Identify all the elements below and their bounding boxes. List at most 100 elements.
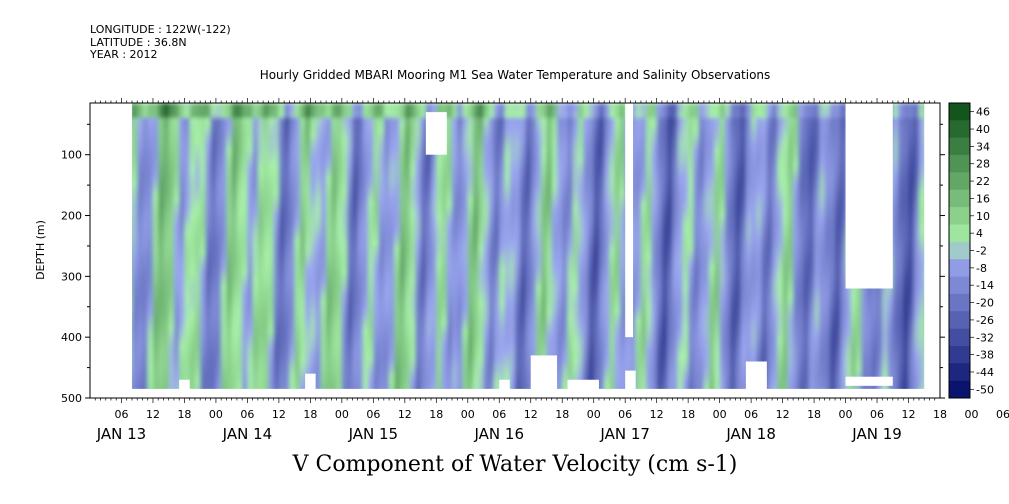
contour-cell xyxy=(357,383,364,389)
contour-cell xyxy=(383,353,390,360)
contour-cell xyxy=(520,314,527,321)
contour-cell xyxy=(137,334,144,340)
contour-cell xyxy=(289,299,296,306)
contour-cell xyxy=(252,206,259,212)
contour-cell xyxy=(299,363,306,370)
contour-cell xyxy=(194,221,201,227)
contour-cell xyxy=(205,147,212,153)
contour-cell xyxy=(215,339,222,345)
contour-cell xyxy=(200,157,207,163)
contour-cell xyxy=(158,157,165,163)
contour-cell xyxy=(278,260,285,267)
contour-cell xyxy=(263,319,270,326)
contour-cell xyxy=(373,216,380,222)
contour-cell xyxy=(368,176,375,183)
contour-cell xyxy=(142,216,149,222)
contour-cell xyxy=(231,230,238,237)
contour-cell xyxy=(189,117,196,124)
contour-cell xyxy=(315,127,322,134)
contour-cell xyxy=(336,363,343,370)
contour-cell xyxy=(373,225,380,232)
contour-cell xyxy=(389,103,396,109)
contour-cell xyxy=(210,235,217,242)
contour-cell xyxy=(373,107,380,114)
contour-cell xyxy=(436,171,443,178)
contour-cell xyxy=(483,314,490,321)
contour-cell xyxy=(336,122,343,129)
contour-cell xyxy=(326,284,333,291)
contour-cell xyxy=(326,373,333,380)
contour-cell xyxy=(352,103,359,109)
contour-cell xyxy=(231,221,238,227)
contour-cell xyxy=(467,157,474,163)
contour-cell xyxy=(483,373,490,380)
contour-cell xyxy=(420,132,427,139)
contour-cell xyxy=(368,181,375,188)
contour-cell xyxy=(383,324,390,330)
contour-cell xyxy=(142,107,149,114)
contour-cell xyxy=(247,142,254,149)
contour-cell xyxy=(441,235,448,242)
contour-cell xyxy=(415,299,422,306)
contour-cell xyxy=(231,142,238,149)
contour-cell xyxy=(467,299,474,306)
contour-cell xyxy=(504,334,511,340)
contour-cell xyxy=(173,132,180,139)
contour-cell xyxy=(336,319,343,326)
contour-cell xyxy=(189,221,196,227)
contour-cell xyxy=(299,245,306,252)
contour-cell xyxy=(158,294,165,301)
contour-cell xyxy=(247,186,254,193)
contour-cell xyxy=(352,358,359,365)
contour-cell xyxy=(215,368,222,375)
contour-cell xyxy=(273,339,280,345)
contour-cell xyxy=(221,304,228,311)
contour-cell xyxy=(252,265,259,271)
contour-cell xyxy=(236,132,243,139)
contour-cell xyxy=(473,181,480,188)
contour-cell xyxy=(236,152,243,158)
contour-cell xyxy=(336,294,343,301)
contour-cell xyxy=(494,329,501,335)
contour-cell xyxy=(420,289,427,296)
contour-cell xyxy=(236,343,243,350)
contour-cell xyxy=(142,343,149,350)
contour-cell xyxy=(147,348,154,355)
contour-cell xyxy=(326,245,333,252)
contour-cell xyxy=(310,284,317,291)
contour-cell xyxy=(294,157,301,163)
contour-cell xyxy=(357,368,364,375)
contour-cell xyxy=(326,265,333,271)
contour-cell xyxy=(242,343,249,350)
contour-cell xyxy=(268,162,275,168)
contour-cell xyxy=(368,255,375,262)
contour-cell xyxy=(399,329,406,335)
contour-cell xyxy=(210,368,217,375)
contour-cell xyxy=(294,358,301,365)
contour-cell xyxy=(499,191,506,198)
contour-cell xyxy=(436,348,443,355)
contour-cell xyxy=(420,309,427,316)
contour-cell xyxy=(488,373,495,380)
contour-cell xyxy=(415,250,422,257)
contour-cell xyxy=(189,132,196,139)
contour-cell xyxy=(163,280,170,286)
contour-cell xyxy=(446,117,453,124)
contour-cell xyxy=(242,289,249,296)
contour-cell xyxy=(173,299,180,306)
contour-cell xyxy=(431,314,438,321)
contour-cell xyxy=(299,260,306,267)
contour-cell xyxy=(478,348,485,355)
contour-cell xyxy=(425,255,432,262)
contour-cell xyxy=(305,284,312,291)
contour-cell xyxy=(368,103,375,109)
contour-cell xyxy=(215,157,222,163)
contour-cell xyxy=(247,275,254,281)
contour-cell xyxy=(467,216,474,222)
contour-cell xyxy=(200,176,207,183)
contour-cell xyxy=(152,166,160,173)
contour-cell xyxy=(142,260,149,267)
contour-cell xyxy=(305,245,312,252)
contour-cell xyxy=(415,373,422,380)
contour-cell xyxy=(257,358,264,365)
